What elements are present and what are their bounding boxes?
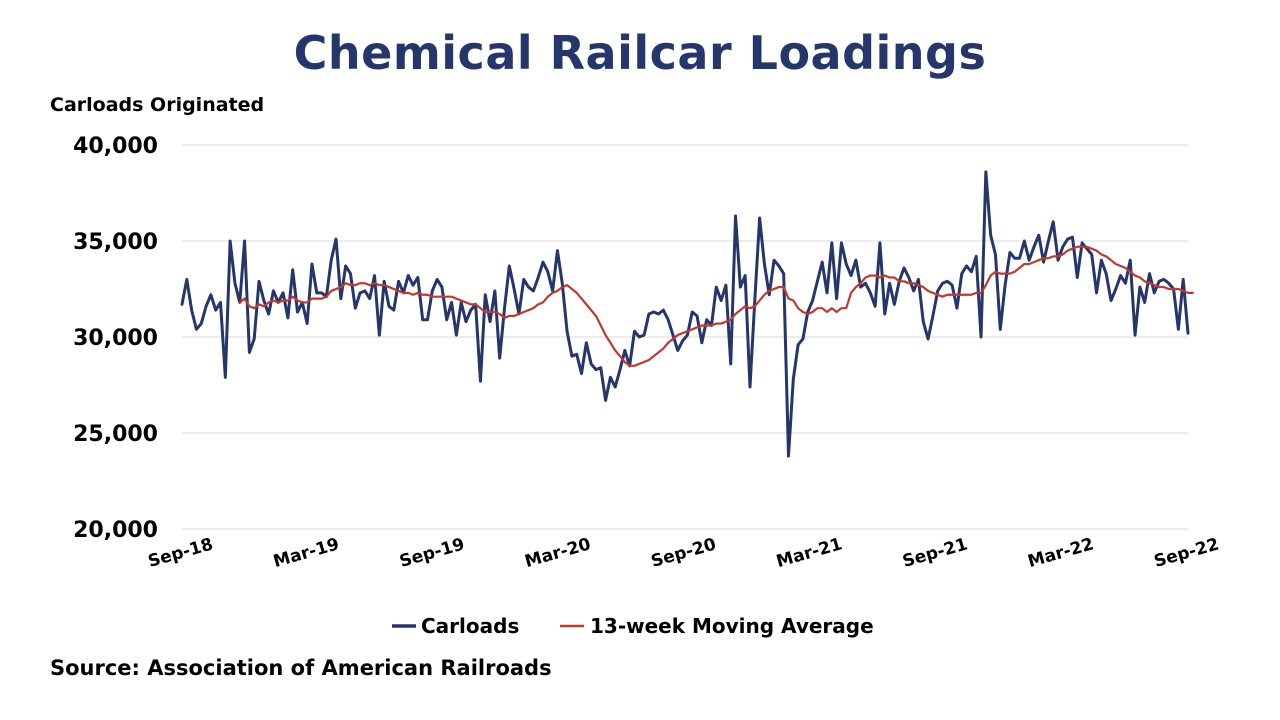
y-tick-label: 35,000	[73, 230, 158, 255]
x-tick-label: Sep-22	[1152, 534, 1222, 572]
series-line-carloads	[180, 170, 1190, 458]
series-line-moving-average	[238, 245, 1194, 367]
x-axis-ticks: Sep-18 Mar-19 Sep-19 Mar-20 Sep-20 Mar-21 Sep-…	[146, 534, 1222, 572]
gridlines	[182, 144, 1188, 530]
y-tick-label: 40,000	[73, 134, 158, 159]
legend-label: Carloads	[421, 614, 519, 638]
chart-title: Chemical Railcar Loadings	[293, 26, 987, 80]
y-axis-unit-label: Carloads Originated	[50, 94, 265, 116]
series-lines	[180, 170, 1194, 458]
x-tick-label: Sep-21	[900, 534, 970, 572]
x-tick-label: Mar-22	[1026, 534, 1096, 572]
x-tick-label: Mar-19	[271, 534, 341, 572]
x-tick-label: Mar-21	[774, 534, 844, 572]
x-tick-label: Sep-19	[397, 534, 467, 572]
y-tick-label: 30,000	[73, 326, 158, 351]
source-note: Source: Association of American Railroad…	[50, 656, 552, 680]
y-tick-label: 25,000	[73, 422, 158, 447]
x-tick-label: Mar-20	[523, 534, 594, 572]
y-axis-ticks: 20,000 25,000 30,000 35,000 40,000	[73, 134, 158, 543]
y-tick-label: 20,000	[73, 518, 158, 543]
x-tick-label: Sep-20	[649, 534, 719, 572]
legend-label: 13-week Moving Average	[590, 614, 874, 638]
legend: Carloads 13-week Moving Average	[392, 614, 874, 638]
